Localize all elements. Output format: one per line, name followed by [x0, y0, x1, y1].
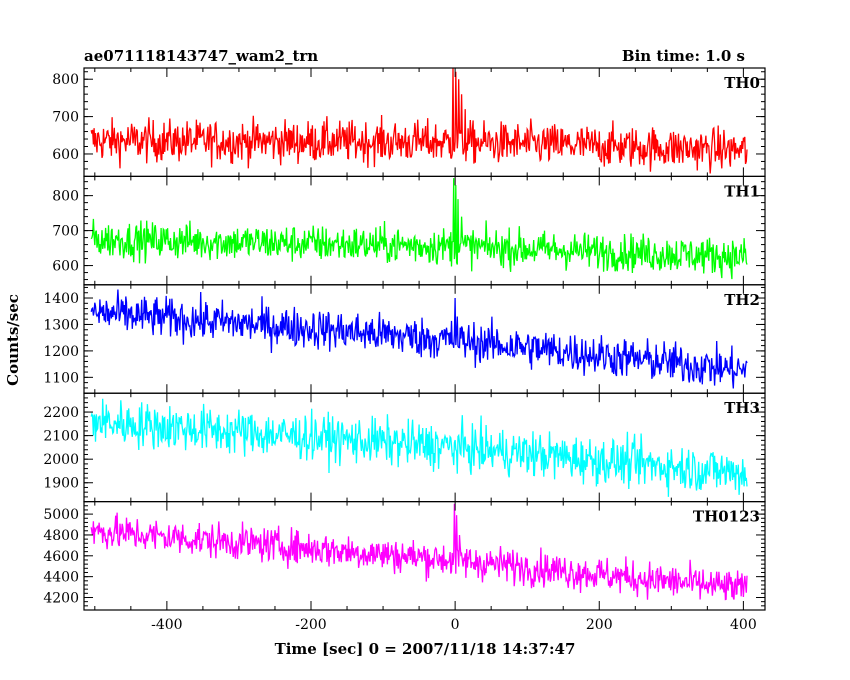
panel-frame-th0: [83, 67, 766, 178]
y-tick-label: 2000: [43, 452, 79, 468]
series-th3: [90, 398, 748, 497]
panel-label-th3: TH3: [724, 399, 760, 417]
y-tick-label: 800: [52, 72, 79, 88]
y-tick-label: 1200: [43, 344, 79, 360]
y-tick-label: 600: [52, 147, 79, 163]
y-tick-label: 1900: [43, 476, 79, 492]
y-tick-label: 1400: [43, 291, 79, 307]
y-tick-label: 4400: [43, 570, 79, 586]
bin-time-label: Bin time: 1.0 s: [622, 47, 745, 65]
y-tick-label: 4600: [43, 549, 79, 565]
y-tick-label: 2200: [43, 405, 79, 421]
y-tick-label: 800: [52, 189, 79, 205]
panel-label-th0: TH0: [724, 74, 760, 92]
series-th0123: [90, 503, 748, 601]
series-th2: [90, 289, 748, 389]
panel-label-th2: TH2: [724, 291, 760, 309]
y-tick-label: 4200: [43, 590, 79, 606]
chart-title: ae071118143747_wam2_trn: [84, 47, 318, 65]
x-tick-label: 0: [451, 617, 460, 633]
x-tick-label: 200: [586, 617, 613, 633]
panel-label-th1: TH1: [724, 182, 760, 200]
panel-label-th0123: TH0123: [693, 508, 760, 526]
y-tick-label: 700: [52, 110, 79, 126]
y-tick-label: 5000: [43, 507, 79, 523]
panels-group: 600 700 800 TH0 600 700 800 TH1 1100 1200 1300 1400…: [43, 67, 766, 633]
y-tick-label: 1300: [43, 317, 79, 333]
y-tick-label: 1100: [43, 370, 79, 386]
x-tick-label: -200: [295, 617, 326, 633]
x-axis-label: Time [sec] 0 = 2007/11/18 14:37:47: [275, 640, 576, 658]
y-axis-label: Counts/sec: [4, 294, 22, 386]
y-tick-label: 4800: [43, 528, 79, 544]
x-tick-label: 400: [730, 617, 757, 633]
y-tick-label: 700: [52, 224, 79, 240]
series-th0: [90, 67, 748, 174]
series-th1: [90, 178, 748, 280]
y-tick-label: 600: [52, 259, 79, 275]
x-tick-label: -400: [151, 617, 182, 633]
y-tick-label: 2100: [43, 429, 79, 445]
